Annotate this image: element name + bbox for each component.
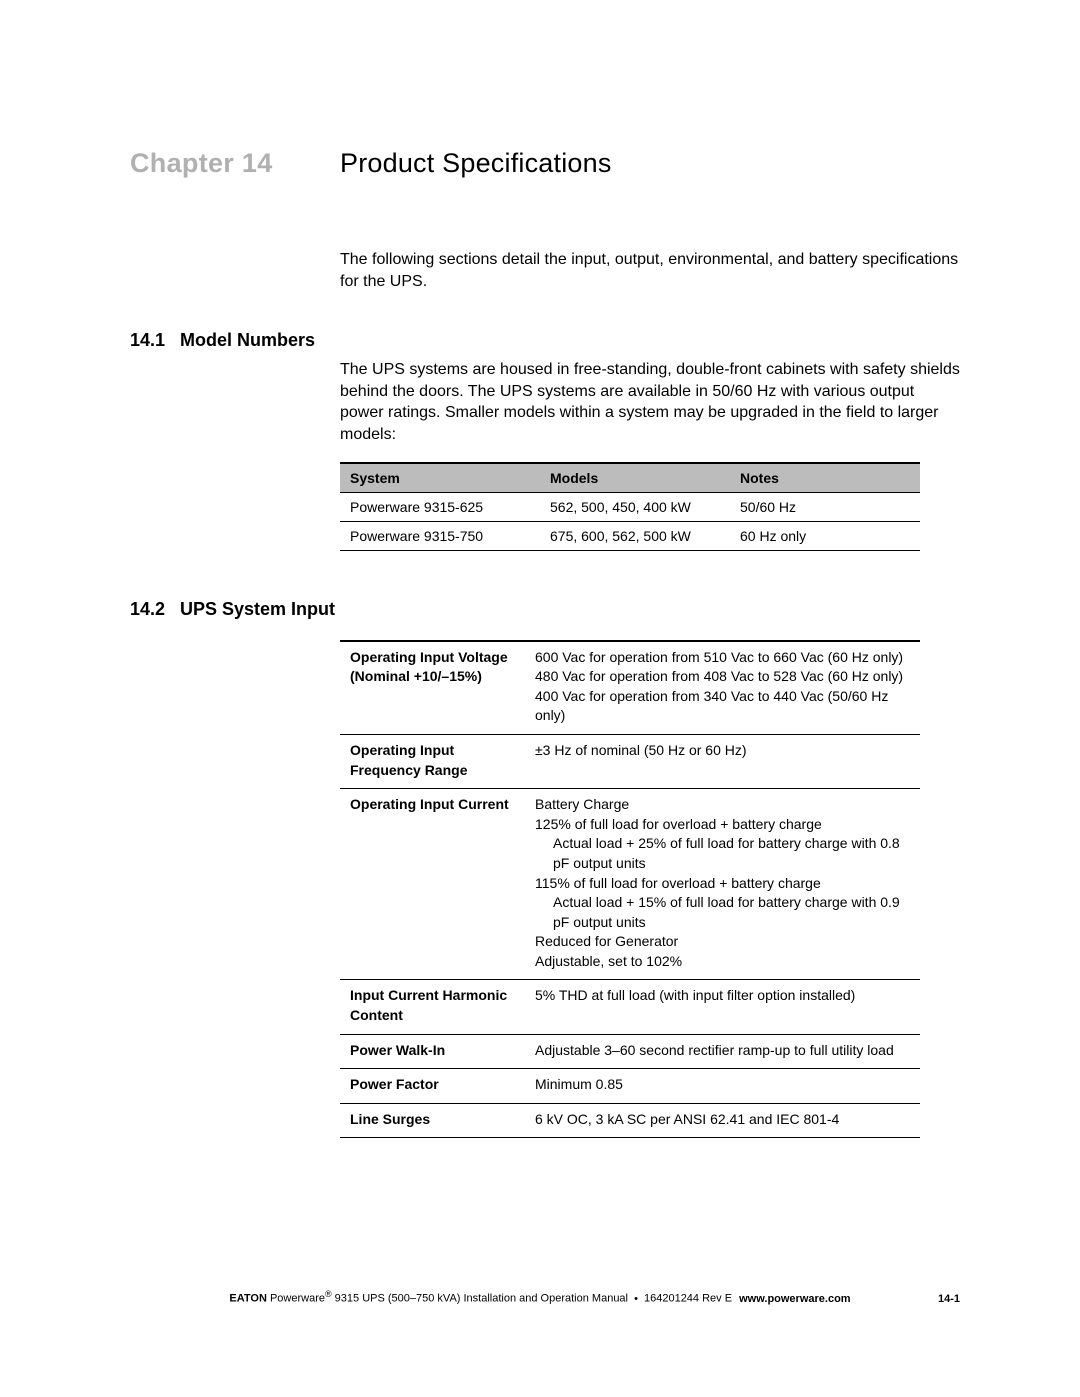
spec-row: Power Walk-In Adjustable 3–60 second rect… — [340, 1034, 920, 1069]
spec-line: 125% of full load for overload + battery… — [535, 815, 910, 835]
page-footer: EATON Powerware® 9315 UPS (500–750 kVA) … — [0, 1289, 1080, 1305]
section-14-1-header: 14.1 Model Numbers — [130, 330, 960, 351]
spec-row: Operating Input CurrentBattery Charge125… — [340, 789, 920, 980]
cell: 60 Hz only — [730, 521, 920, 550]
spec-row: Input Current Harmonic Content 5% THD at … — [340, 980, 920, 1034]
section-14-1-body: The UPS systems are housed in free-stand… — [340, 359, 960, 445]
model-numbers-table: System Models Notes Powerware 9315-625 5… — [340, 462, 920, 551]
spec-line: Minimum 0.85 — [535, 1075, 910, 1095]
footer-url: www.powerware.com — [739, 1293, 850, 1305]
page-number: 14-1 — [938, 1293, 960, 1305]
footer-product: Powerware — [267, 1293, 325, 1305]
registered-mark: ® — [325, 1289, 332, 1299]
spec-line: Battery Charge — [535, 795, 910, 815]
section-number: 14.1 — [130, 330, 180, 351]
spec-line: Actual load + 25% of full load for batte… — [535, 834, 910, 873]
spec-label: Operating Input Voltage (Nominal +10/–15… — [340, 641, 525, 735]
spec-row: Operating Input Voltage (Nominal +10/–15… — [340, 641, 920, 735]
spec-line: 600 Vac for operation from 510 Vac to 66… — [535, 648, 910, 668]
spec-value: 600 Vac for operation from 510 Vac to 66… — [525, 641, 920, 735]
footer-docnum: 164201244 Rev E — [644, 1293, 732, 1305]
spec-line: Reduced for Generator — [535, 932, 910, 952]
spec-row: Line Surges 6 kV OC, 3 kA SC per ANSI 62.… — [340, 1103, 920, 1138]
section-14-2-header: 14.2 UPS System Input — [130, 599, 960, 620]
spec-label: Power Factor — [340, 1069, 525, 1104]
spec-line: ±3 Hz of nominal (50 Hz or 60 Hz) — [535, 741, 910, 761]
spec-value: 5% THD at full load (with input filter o… — [525, 980, 920, 1034]
chapter-header: Chapter 14 Product Specifications — [130, 148, 960, 179]
spec-line: 5% THD at full load (with input filter o… — [535, 986, 910, 1006]
spec-line: 480 Vac for operation from 408 Vac to 52… — [535, 667, 910, 687]
col-models: Models — [540, 463, 730, 493]
cell: 50/60 Hz — [730, 492, 920, 521]
table-header-row: System Models Notes — [340, 463, 920, 493]
spec-line: Adjustable 3–60 second rectifier ramp-up… — [535, 1041, 910, 1061]
spec-value: 6 kV OC, 3 kA SC per ANSI 62.41 and IEC … — [525, 1103, 920, 1138]
spec-row: Operating Input Frequency Range ±3 Hz of … — [340, 734, 920, 788]
spec-label: Input Current Harmonic Content — [340, 980, 525, 1034]
cell: 675, 600, 562, 500 kW — [540, 521, 730, 550]
spec-row: Power Factor Minimum 0.85 — [340, 1069, 920, 1104]
spec-line: 6 kV OC, 3 kA SC per ANSI 62.41 and IEC … — [535, 1110, 910, 1130]
spec-line: 115% of full load for overload + battery… — [535, 874, 910, 894]
spec-label: Operating Input Current — [340, 789, 525, 980]
spec-value: Battery Charge125% of full load for over… — [525, 789, 920, 980]
cell: 562, 500, 450, 400 kW — [540, 492, 730, 521]
chapter-label: Chapter 14 — [130, 148, 340, 179]
separator-dot: • — [634, 1293, 638, 1305]
ups-system-input-table: Operating Input Voltage (Nominal +10/–15… — [340, 640, 920, 1139]
cell: Powerware 9315-750 — [340, 521, 540, 550]
section-title: Model Numbers — [180, 330, 315, 351]
spec-label: Operating Input Frequency Range — [340, 734, 525, 788]
spec-value: ±3 Hz of nominal (50 Hz or 60 Hz) — [525, 734, 920, 788]
page: Chapter 14 Product Specifications The fo… — [0, 0, 1080, 1397]
footer-rest: 9315 UPS (500–750 kVA) Installation and … — [332, 1293, 628, 1305]
section-title: UPS System Input — [180, 599, 335, 620]
spec-value: Minimum 0.85 — [525, 1069, 920, 1104]
table-row: Powerware 9315-625 562, 500, 450, 400 kW… — [340, 492, 920, 521]
spec-line: 400 Vac for operation from 340 Vac to 44… — [535, 687, 910, 726]
cell: Powerware 9315-625 — [340, 492, 540, 521]
table-row: Powerware 9315-750 675, 600, 562, 500 kW… — [340, 521, 920, 550]
chapter-title: Product Specifications — [340, 148, 612, 179]
footer-brand: EATON — [229, 1293, 267, 1305]
spec-label: Power Walk-In — [340, 1034, 525, 1069]
spec-line: Adjustable, set to 102% — [535, 952, 910, 972]
spec-value: Adjustable 3–60 second rectifier ramp-up… — [525, 1034, 920, 1069]
intro-paragraph: The following sections detail the input,… — [340, 249, 960, 292]
spec-label: Line Surges — [340, 1103, 525, 1138]
section-number: 14.2 — [130, 599, 180, 620]
col-notes: Notes — [730, 463, 920, 493]
col-system: System — [340, 463, 540, 493]
spec-line: Actual load + 15% of full load for batte… — [535, 893, 910, 932]
